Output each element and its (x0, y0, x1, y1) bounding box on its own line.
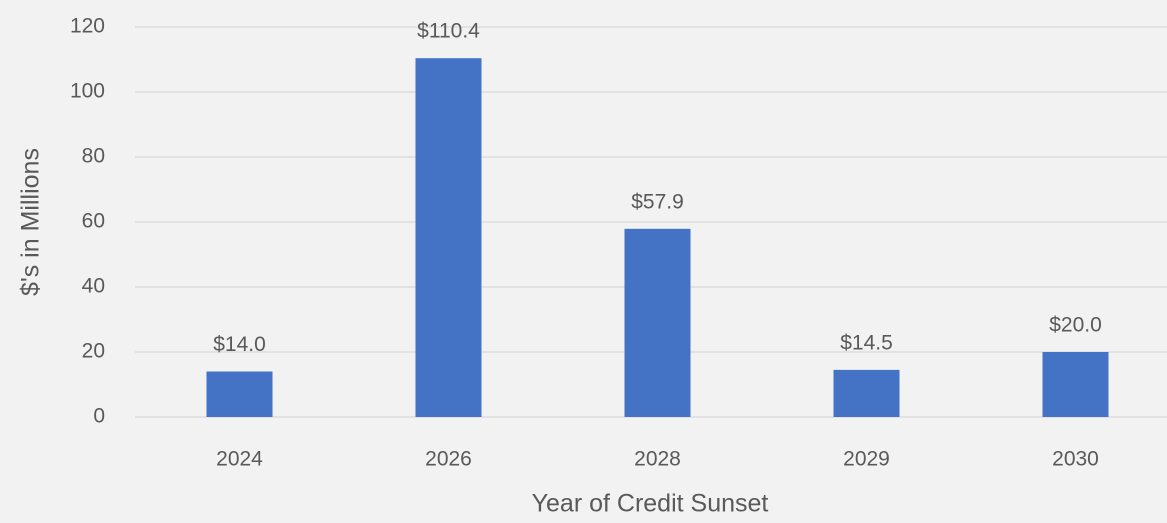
y-tick-label: 80 (82, 145, 105, 168)
y-tick-label: 20 (82, 340, 105, 363)
data-label: $14.0 (213, 333, 266, 356)
y-tick-label: 100 (70, 80, 105, 103)
x-tick-label: 2028 (634, 448, 681, 471)
y-tick-label: 120 (70, 15, 105, 38)
data-label: $20.0 (1049, 314, 1102, 337)
bar (415, 58, 482, 417)
x-tick-label: 2029 (843, 448, 890, 471)
y-tick-label: 0 (93, 405, 105, 428)
bar (624, 228, 691, 417)
y-tick-label: 60 (82, 210, 105, 233)
x-tick-label: 2026 (425, 448, 472, 471)
data-label: $57.9 (631, 190, 684, 213)
x-tick-label: 2030 (1052, 448, 1099, 471)
bar (833, 369, 900, 417)
x-axis-title: Year of Credit Sunset (532, 490, 769, 518)
data-label: $14.5 (840, 331, 893, 354)
bar (1042, 352, 1109, 417)
data-label: $110.4 (417, 20, 480, 43)
y-tick-label: 40 (82, 275, 105, 298)
bar (206, 371, 273, 417)
x-tick-label: 2024 (216, 448, 263, 471)
y-axis-title: $'s in Millions (17, 148, 45, 296)
